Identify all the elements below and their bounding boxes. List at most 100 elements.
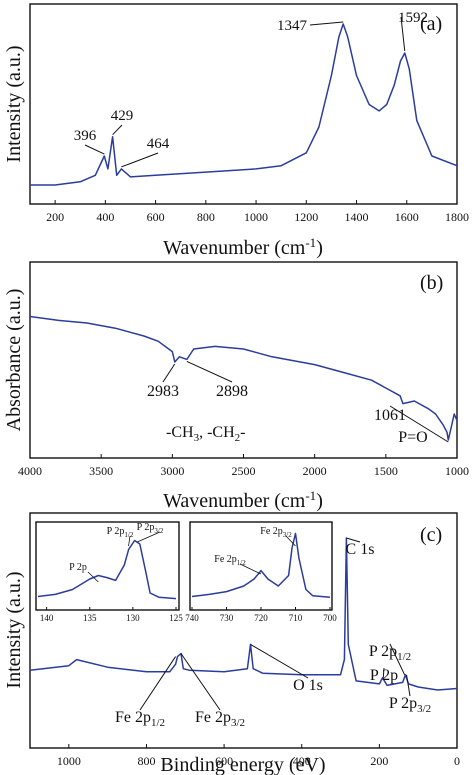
inset-1-x-ticks: 140 135 130 125 (40, 607, 183, 623)
inset-1-peak-arrow (87, 571, 99, 583)
inset-1-peak-arrow (128, 535, 131, 547)
inset-2-series-line (191, 532, 331, 598)
panel-c-frame (29, 512, 458, 749)
panel-c-peak-label: P 2p3/2 (389, 695, 431, 715)
panel-a-peak-label: 1347 (277, 18, 308, 34)
panel-b-x-tick-label: 1500 (374, 464, 398, 478)
panel-c-peak-arrow (406, 674, 411, 697)
panel-b-peak-arrow (186, 360, 233, 383)
panel-a-x-tick-label: 1800 (445, 210, 469, 224)
panel-b-series-line (29, 315, 458, 441)
panel-c-annotations: C 1s O 1s Fe 2p1/2 Fe 2p3/2 P 2p P 2p1/2 P 2p3… (115, 537, 431, 729)
panel-a-x-tick-label: 1200 (294, 210, 318, 224)
inset-1-peak-label: P 2p1/2 (107, 526, 134, 539)
panel-a-x-tick-label: 1400 (345, 210, 369, 224)
panel-a-x-ticks: 200 400 600 800 1000 1200 1400 1600 1800 (46, 200, 469, 224)
inset-2-x-tick-label: 710 (289, 613, 303, 623)
inset-1-peak-label: P 2p (69, 562, 87, 573)
panel-a-peak-arrow (400, 16, 406, 52)
panel-b-x-axis-label: Wavenumber (cm-1) (163, 488, 323, 512)
panel-c-peak-arrow (382, 667, 385, 678)
panel-c-x-ticks: 1000 800 600 400 200 0 (57, 744, 460, 768)
panel-b-x-tick-label: 3500 (89, 464, 113, 478)
inset-2-peak-arrow (285, 535, 296, 547)
panel-c-x-tick-label: 400 (293, 754, 311, 768)
panel-b-peak-arrow (162, 363, 176, 383)
panel-c-x-tick-label: 200 (370, 754, 388, 768)
panel-a-x-tick-label: 1000 (244, 210, 268, 224)
panel-a: (a) 200 400 600 800 1000 1200 1400 1600 1800 396… (3, 3, 469, 259)
inset-1-x-tick-label: 135 (83, 613, 97, 623)
panel-a-label: (a) (420, 13, 442, 35)
panel-c-peak-label: C 1s (346, 541, 375, 558)
panel-a-y-axis-label: Intensity (a.u.) (3, 45, 25, 162)
panel-b-x-tick-label: 1000 (445, 464, 469, 478)
inset-1-x-tick-label: 140 (40, 613, 54, 623)
inset-2-x-tick-label: 700 (323, 613, 337, 623)
panel-a-peak-label: 464 (147, 136, 170, 152)
panel-c-inset-2: 740 730 720 710 700 Fe 2p1/2 Fe 2p3/2 (185, 521, 337, 623)
panel-c-x-axis-label: Binding energy (eV) (160, 754, 325, 775)
panel-a-x-tick-label: 200 (46, 210, 64, 224)
panel-a-peak-arrow (112, 124, 123, 136)
panel-c-peak-arrow (139, 656, 176, 711)
inset-1-series-line (37, 539, 177, 600)
panel-b-x-tick-label: 2500 (232, 464, 256, 478)
inset-2-x-tick-label: 730 (220, 613, 234, 623)
panel-a-x-tick-label: 1600 (395, 210, 419, 224)
panel-b-peak-label: 1061 (374, 407, 406, 424)
panel-b-x-tick-label: 3000 (160, 464, 184, 478)
inset-2-annotations: Fe 2p1/2 Fe 2p3/2 (214, 526, 296, 575)
panel-c-peak-label: O 1s (293, 677, 323, 694)
panel-a-peak-label: 429 (111, 108, 134, 124)
panel-b-x-tick-label: 4000 (18, 464, 42, 478)
panel-b-peak-arrow (389, 405, 449, 443)
panel-a-peak-arrow (309, 21, 344, 26)
inset-2-x-tick-label: 740 (185, 613, 199, 623)
inset-2-x-ticks: 740 730 720 710 700 (185, 607, 337, 623)
inset-1-frame (35, 521, 180, 611)
inset-2-peak-label: Fe 2p1/2 (214, 554, 246, 567)
inset-1-x-tick-label: 125 (169, 613, 183, 623)
panel-a-x-tick-label: 400 (96, 210, 114, 224)
panel-a-peak-arrow (121, 152, 159, 168)
panel-c-series-line (29, 537, 458, 691)
panel-c-x-tick-label: 600 (215, 754, 233, 768)
panel-c-inset-1: 140 135 130 125 P 2p P 2p1/2P 2p3/2 (35, 521, 183, 623)
inset-1-annotations: P 2p P 2p1/2P 2p3/2 (69, 522, 164, 583)
panel-b-x-ticks: 4000 3500 3000 2500 2000 1500 1000 (18, 454, 469, 478)
panel-b-peak-label: 2983 (147, 383, 179, 400)
panel-c-x-tick-label: 800 (137, 754, 155, 768)
panel-a-peak-label: 1592 (398, 10, 428, 26)
panel-b-peak-label: 2898 (216, 383, 248, 400)
inset-2-peak-arrow (239, 563, 262, 575)
panel-b-ch-annotation: -CH3, -CH2- (166, 424, 245, 444)
panel-c-peak-arrow (346, 537, 361, 543)
panel-a-peak-label: 396 (74, 128, 97, 144)
panel-c-x-tick-label: 0 (454, 754, 460, 768)
panel-c-peak-label: P 2p1/2 (369, 643, 411, 663)
panel-b-annotations: 2983 2898 1061 P=O (147, 360, 449, 446)
panel-c-peak-arrow (250, 643, 309, 679)
panel-a-series-line (30, 23, 458, 186)
panel-c-peak-arrow (389, 643, 406, 676)
panel-a-x-tick-label: 600 (147, 210, 165, 224)
panel-c-peak-label: Fe 2p1/2 (115, 709, 165, 729)
inset-2-peak-label: Fe 2p3/2 (260, 526, 292, 539)
panel-b-peak-label: P=O (398, 429, 427, 446)
panel-b-x-tick-label: 2000 (303, 464, 327, 478)
panel-b-y-axis-label: Absorbance (a.u.) (3, 289, 25, 432)
panel-a-frame (29, 3, 458, 205)
inset-1-x-tick-label: 130 (126, 613, 140, 623)
panel-a-annotations: 396 429 464 1347 1592 (74, 10, 428, 168)
panel-c-x-tick-label: 1000 (57, 754, 81, 768)
inset-2-x-tick-label: 720 (254, 613, 268, 623)
panel-c-label: (c) (420, 524, 442, 546)
panel-b: (b) 4000 3500 3000 2500 2000 1500 1000 2983 289… (3, 261, 469, 512)
panel-a-x-axis-label: Wavenumber (cm-1) (163, 235, 323, 259)
panel-c-peak-arrow (180, 653, 221, 711)
inset-1-peak-arrow (137, 531, 161, 543)
panel-a-x-tick-label: 800 (197, 210, 215, 224)
